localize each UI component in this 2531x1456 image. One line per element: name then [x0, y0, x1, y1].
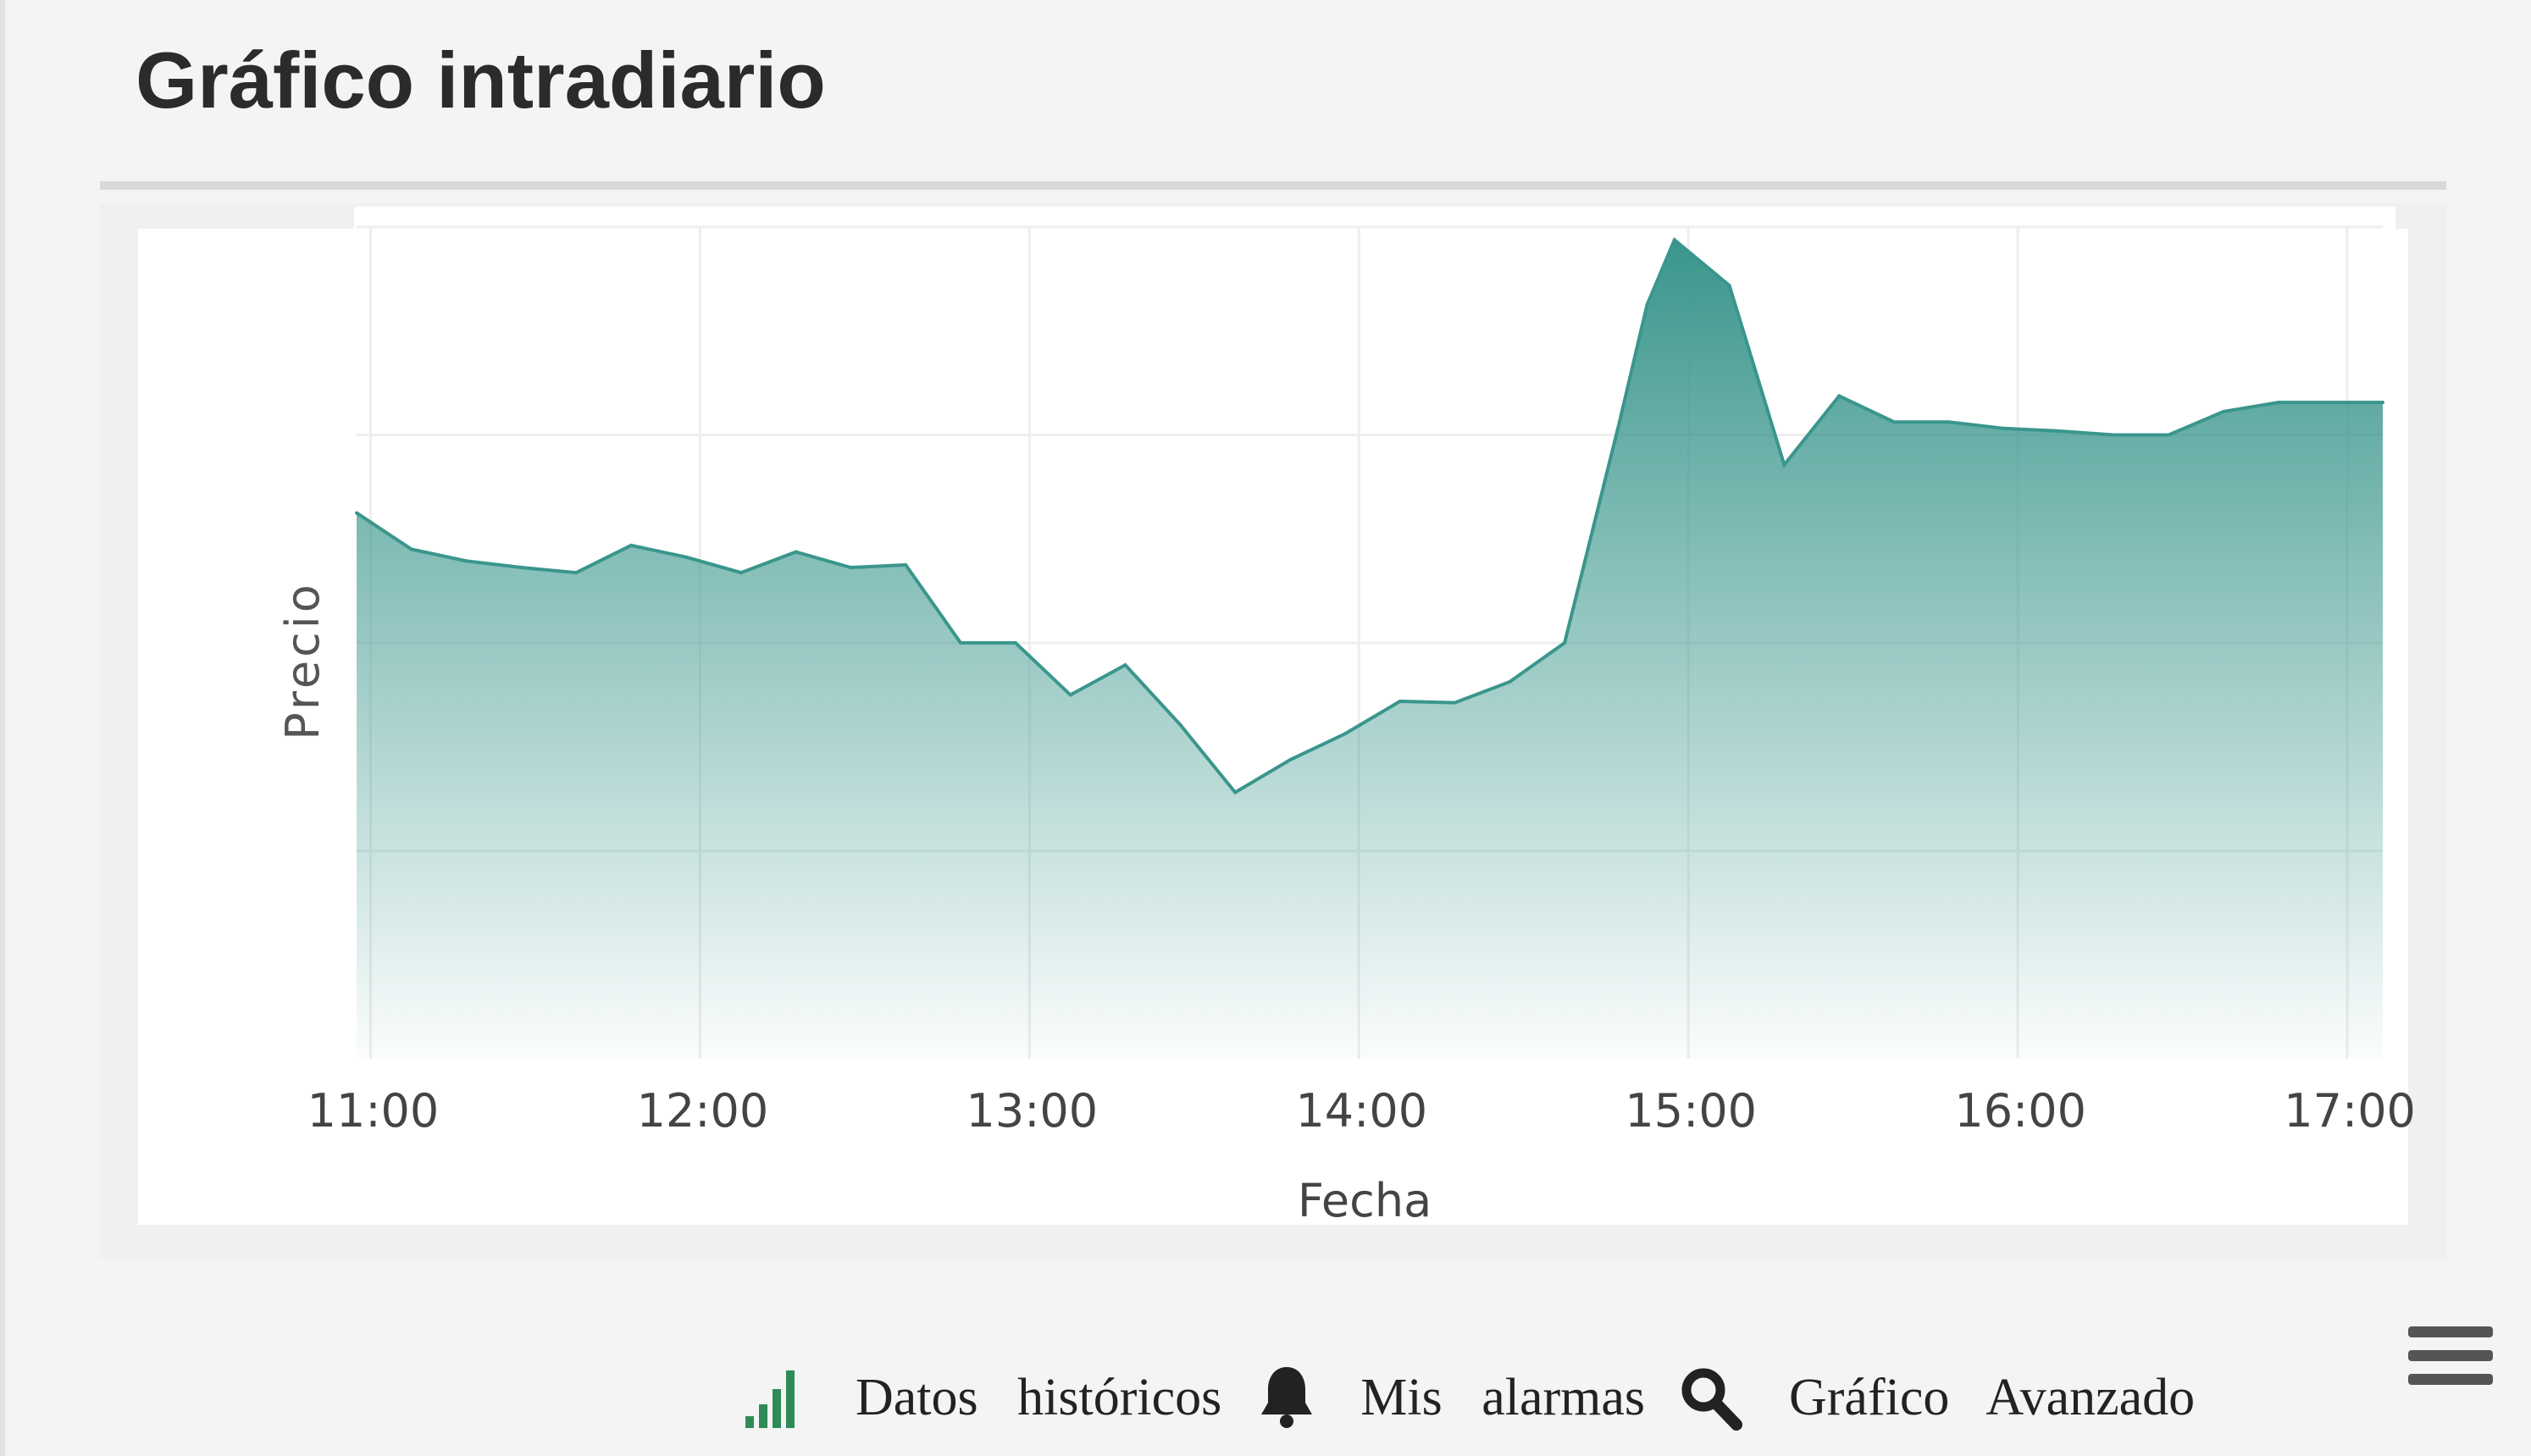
data-point: [1508, 680, 1512, 684]
menu-line: [2408, 1374, 2493, 1385]
data-point: [1343, 732, 1347, 736]
data-point: [1398, 700, 1402, 703]
data-point: [2222, 409, 2225, 413]
page-left-border: [0, 0, 5, 1456]
data-point: [1947, 420, 1951, 424]
data-point: [1892, 420, 1897, 424]
chart-area-layer: [355, 237, 2384, 1059]
x-tick-label: 16:00: [1954, 1084, 2086, 1138]
data-point: [1233, 790, 1238, 794]
bar-chart-icon: [745, 1370, 795, 1428]
data-point: [1727, 284, 1731, 287]
data-point: [1645, 303, 1649, 307]
menu-line: [2408, 1350, 2493, 1361]
bell-icon: [1261, 1367, 1313, 1428]
x-axis-label: Fecha: [1298, 1174, 1432, 1227]
data-point: [2276, 401, 2280, 405]
data-point: [629, 543, 634, 547]
my-alarms-link[interactable]: Mis alarmas: [1259, 1364, 1645, 1431]
y-axis-label: Precio: [276, 581, 330, 740]
x-tick-label: 11:00: [307, 1084, 440, 1138]
x-tick-label: 15:00: [1625, 1084, 1757, 1138]
advanced-chart-link[interactable]: Gráfico Avanzado: [1677, 1364, 2195, 1431]
data-point: [574, 571, 579, 575]
data-point: [1013, 641, 1017, 645]
advanced-chart-label: Gráfico Avanzado: [1789, 1368, 2196, 1426]
hamburger-menu-icon[interactable]: [2408, 1326, 2493, 1386]
data-point: [1453, 700, 1457, 705]
my-alarms-label: Mis alarmas: [1360, 1368, 1646, 1426]
data-point: [1837, 394, 1841, 398]
historical-data-link[interactable]: Datos históricos: [742, 1364, 1221, 1431]
data-point: [904, 562, 908, 567]
x-tick-label: 17:00: [2284, 1084, 2416, 1138]
x-tick-label: 13:00: [966, 1084, 1099, 1138]
data-point: [2057, 429, 2061, 433]
data-point: [1563, 641, 1567, 645]
data-point: [1782, 462, 1786, 467]
data-point: [959, 641, 963, 645]
footer-links: Datos históricos Mis alarmas Gráfico Ava…: [742, 1343, 2195, 1453]
data-point: [1068, 693, 1072, 697]
data-point: [2331, 401, 2335, 405]
data-point: [464, 559, 468, 563]
data-point: [684, 555, 688, 559]
data-point: [1288, 758, 1292, 762]
historical-data-label: Datos históricos: [856, 1368, 1222, 1426]
data-point: [519, 566, 523, 569]
data-point: [409, 547, 413, 551]
data-point: [1178, 722, 1182, 727]
data-point: [2002, 426, 2006, 430]
search-icon: [1681, 1368, 1743, 1431]
data-point: [355, 511, 358, 515]
data-point: [1672, 238, 1676, 242]
chart-panel: 11:00 12:00 13:00 14:00 15:00 16:00 17:00 Fech…: [100, 203, 2493, 1385]
data-point: [849, 566, 853, 569]
data-point: [739, 571, 743, 575]
series-area: [357, 240, 2383, 1059]
data-point: [2167, 433, 2171, 437]
x-tick-label: 12:00: [637, 1084, 769, 1138]
menu-line: [2408, 1326, 2493, 1337]
x-tick-label: 14:00: [1295, 1084, 1427, 1138]
data-point: [1617, 420, 1621, 424]
page-title: Gráfico intradiario: [136, 36, 826, 125]
x-axis-ticks: 11:00 12:00 13:00 14:00 15:00 16:00 17:00: [307, 1084, 2416, 1138]
data-point: [1123, 663, 1127, 667]
title-divider: [100, 181, 2446, 190]
data-point: [2112, 433, 2116, 437]
data-point: [794, 550, 798, 554]
intraday-chart: 11:00 12:00 13:00 14:00 15:00 16:00 17:00 Fech…: [138, 207, 2416, 1227]
data-point: [2381, 401, 2384, 405]
